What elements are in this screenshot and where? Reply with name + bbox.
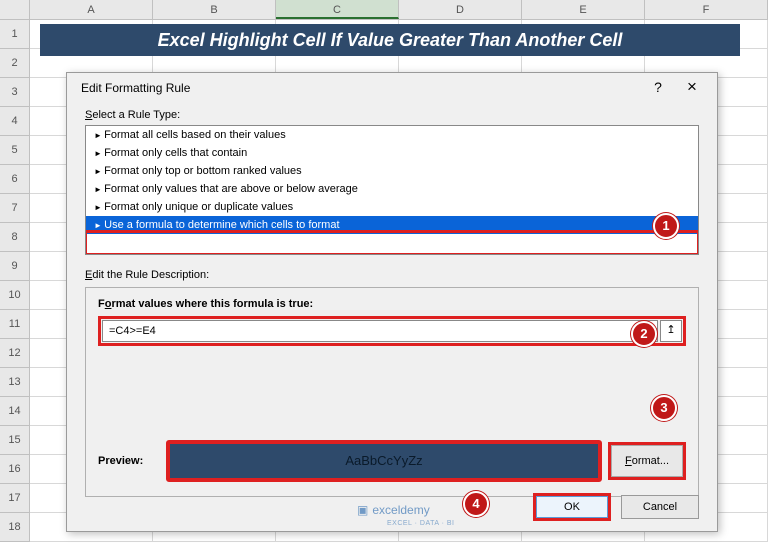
rule-type-item[interactable]: Use a formula to determine which cells t… [86, 216, 698, 234]
column-header[interactable]: A [30, 0, 153, 19]
row-header[interactable]: 15 [0, 426, 30, 455]
callout-badge-4: 4 [463, 491, 489, 517]
row-header[interactable]: 16 [0, 455, 30, 484]
watermark-brand: exceldemy [372, 503, 429, 517]
close-button[interactable]: × [675, 76, 709, 100]
row-header[interactable]: 1 [0, 20, 30, 49]
row-header[interactable]: 2 [0, 49, 30, 78]
row-header[interactable]: 8 [0, 223, 30, 252]
callout-badge-3: 3 [651, 395, 677, 421]
column-header[interactable]: F [645, 0, 768, 19]
row-header[interactable]: 17 [0, 484, 30, 513]
column-header[interactable]: D [399, 0, 522, 19]
column-header[interactable]: B [153, 0, 276, 19]
preview-row: Preview: AaBbCcYyZz Format... [98, 440, 686, 482]
row-header[interactable]: 13 [0, 368, 30, 397]
row-header[interactable]: 4 [0, 107, 30, 136]
column-header[interactable]: C [276, 0, 399, 19]
edit-description-label: Edit the Rule Description: [85, 269, 699, 281]
edit-formatting-rule-dialog: Edit Formatting Rule ? × Select a Rule T… [66, 72, 718, 532]
rule-type-listbox[interactable]: Format all cells based on their valuesFo… [85, 125, 699, 255]
callout-badge-2: 2 [631, 321, 657, 347]
dialog-titlebar[interactable]: Edit Formatting Rule ? × [67, 73, 717, 103]
preview-swatch: AaBbCcYyZz [166, 440, 602, 482]
select-rule-type-label: Select a Rule Type: [85, 109, 699, 121]
rule-type-item[interactable]: Format only unique or duplicate values [86, 198, 698, 216]
dialog-title: Edit Formatting Rule [81, 81, 641, 95]
title-banner: Excel Highlight Cell If Value Greater Th… [40, 24, 740, 56]
row-header[interactable]: 9 [0, 252, 30, 281]
rule-type-item[interactable]: Format all cells based on their values [86, 126, 698, 144]
row-header[interactable]: 7 [0, 194, 30, 223]
column-headers: ABCDEF [0, 0, 768, 20]
rule-type-item[interactable]: Format only values that are above or bel… [86, 180, 698, 198]
range-selector-button[interactable]: ↥ [660, 320, 682, 342]
row-header[interactable]: 14 [0, 397, 30, 426]
rule-description-panel: Format values where this formula is true… [85, 287, 699, 497]
row-header[interactable]: 12 [0, 339, 30, 368]
watermark-icon: ▣ [357, 503, 368, 517]
row-header[interactable]: 18 [0, 513, 30, 542]
formula-input-row: ↥ [98, 316, 686, 346]
format-button[interactable]: Format... [608, 442, 686, 480]
rule-type-item[interactable]: Format only cells that contain [86, 144, 698, 162]
row-header[interactable]: 5 [0, 136, 30, 165]
select-all-corner[interactable] [0, 0, 30, 19]
formula-input[interactable] [102, 320, 658, 342]
row-header[interactable]: 3 [0, 78, 30, 107]
watermark-tagline: EXCEL · DATA · BI [387, 520, 455, 527]
preview-label: Preview: [98, 455, 160, 467]
row-header[interactable]: 10 [0, 281, 30, 310]
rule-type-item[interactable]: Format only top or bottom ranked values [86, 162, 698, 180]
formula-prompt-label: Format values where this formula is true… [98, 298, 686, 310]
dialog-body: Select a Rule Type: Format all cells bas… [67, 103, 717, 509]
row-header[interactable]: 6 [0, 165, 30, 194]
ok-button[interactable]: OK [533, 493, 611, 521]
help-button[interactable]: ? [641, 76, 675, 100]
watermark-logo: ▣ exceldemy [357, 503, 430, 517]
column-header[interactable]: E [522, 0, 645, 19]
row-header[interactable]: 11 [0, 310, 30, 339]
dialog-footer: OK Cancel [533, 493, 699, 521]
callout-badge-1: 1 [653, 213, 679, 239]
cancel-button[interactable]: Cancel [621, 495, 699, 519]
